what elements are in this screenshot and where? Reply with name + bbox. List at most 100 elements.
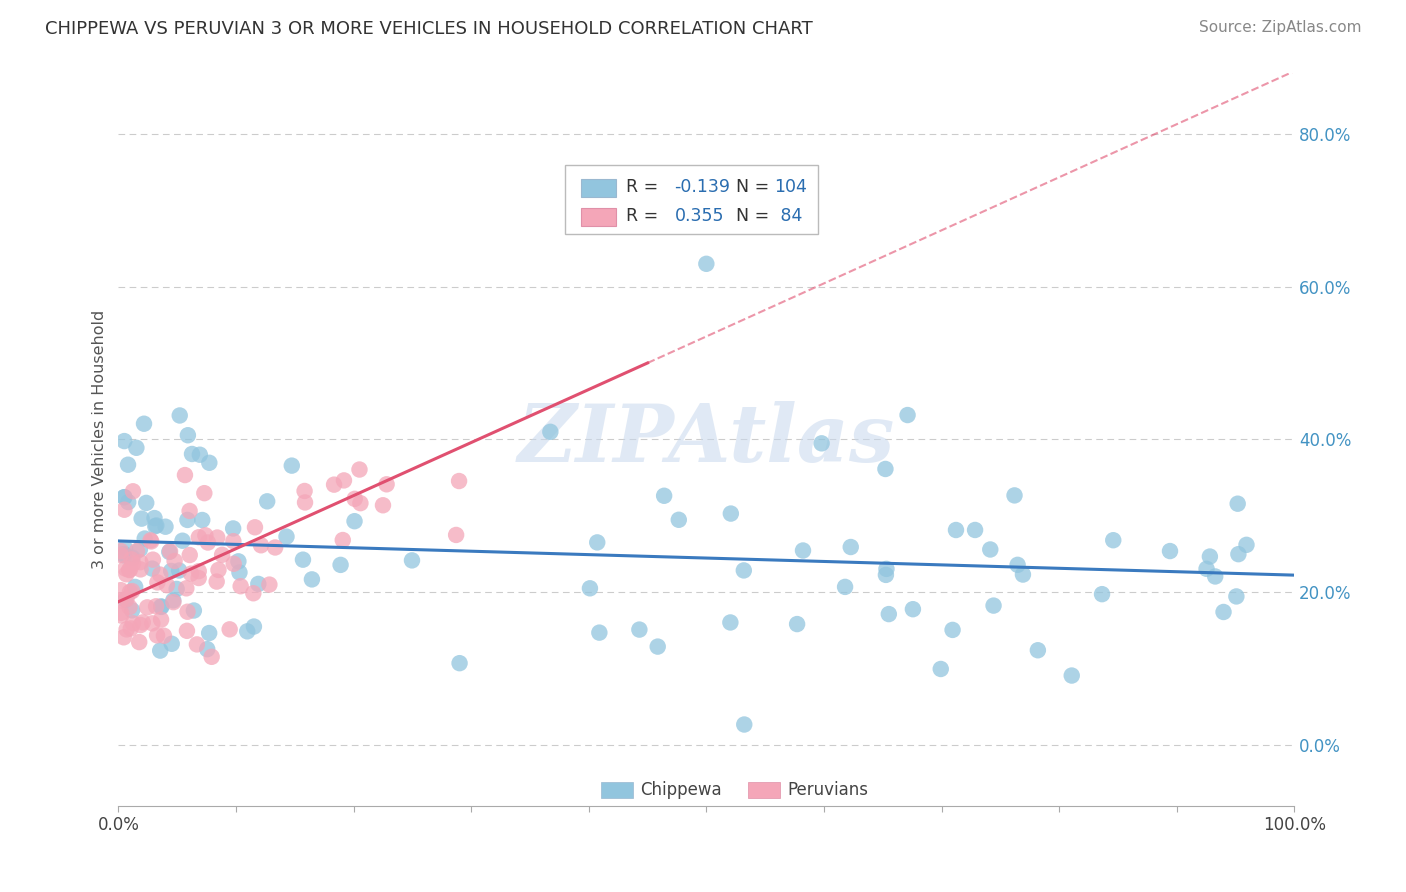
Point [112,547,135,561]
Point [179,504,201,518]
Point [205,574,228,589]
Text: Source: ZipAtlas.com: Source: ZipAtlas.com [1198,20,1361,35]
Bar [748,782,780,798]
Point [247,577,270,591]
Point [333,474,356,488]
Point [129,555,152,569]
Point [139,533,162,548]
Point [1227,547,1250,561]
Point [250,538,273,552]
Point [115,567,138,582]
Point [901,602,924,616]
Point [112,630,135,644]
Point [1225,590,1247,604]
Point [121,584,143,599]
Point [259,577,281,591]
Point [118,563,141,577]
Point [207,563,229,577]
Point [115,623,138,637]
Point [839,540,862,554]
Point [136,600,159,615]
Point [122,484,145,499]
Point [141,534,163,549]
Point [160,564,183,578]
Point [343,514,366,528]
Point [181,447,204,461]
Text: R =: R = [627,178,664,195]
Point [115,592,138,607]
Point [114,592,136,607]
Point [129,618,152,632]
Point [733,563,755,577]
Point [129,562,152,576]
Point [875,562,897,576]
Point [294,483,316,498]
Point [875,568,897,582]
Point [187,571,209,585]
Point [110,608,132,623]
Point [1204,569,1226,583]
Text: 104: 104 [775,178,807,195]
Point [228,566,250,580]
Point [122,616,145,631]
Point [160,637,183,651]
Point [1159,544,1181,558]
Point [150,599,173,614]
Point [449,474,471,488]
Point [197,535,219,549]
Point [188,448,211,462]
Point [668,513,690,527]
Point [110,606,132,620]
Text: N =: N = [735,207,775,225]
Point [1212,605,1234,619]
Point [349,496,371,510]
Point [236,624,259,639]
Point [124,580,146,594]
Point [114,561,136,575]
Point [198,456,221,470]
Point [166,582,188,596]
Bar [581,208,616,227]
Point [117,495,139,509]
Point [218,623,240,637]
Point [243,619,266,633]
Bar [565,165,818,235]
Point [401,553,423,567]
Point [349,462,371,476]
Point [211,548,233,562]
Text: Chippewa: Chippewa [641,780,723,798]
Bar [581,178,616,197]
Point [157,545,180,559]
Point [222,557,245,571]
Point [637,219,659,233]
Point [110,593,132,607]
Point [1007,558,1029,572]
Point [301,573,323,587]
Point [142,552,165,566]
Point [718,615,741,630]
Point [162,593,184,607]
Point [167,564,190,578]
Point [1012,567,1035,582]
Point [1195,562,1218,576]
Point [112,490,135,504]
Point [256,494,278,508]
Point [329,558,352,572]
Point [128,635,150,649]
Point [156,578,179,592]
Point [733,717,755,731]
Point [118,600,141,615]
Point [183,603,205,617]
Point [929,662,952,676]
Point [174,468,197,483]
Point [141,561,163,575]
Point [449,656,471,670]
Point [110,544,132,558]
Point [117,458,139,472]
Point [121,603,143,617]
Point [169,409,191,423]
Point [652,489,675,503]
Point [222,534,245,549]
Point [176,624,198,638]
Point [194,528,217,542]
